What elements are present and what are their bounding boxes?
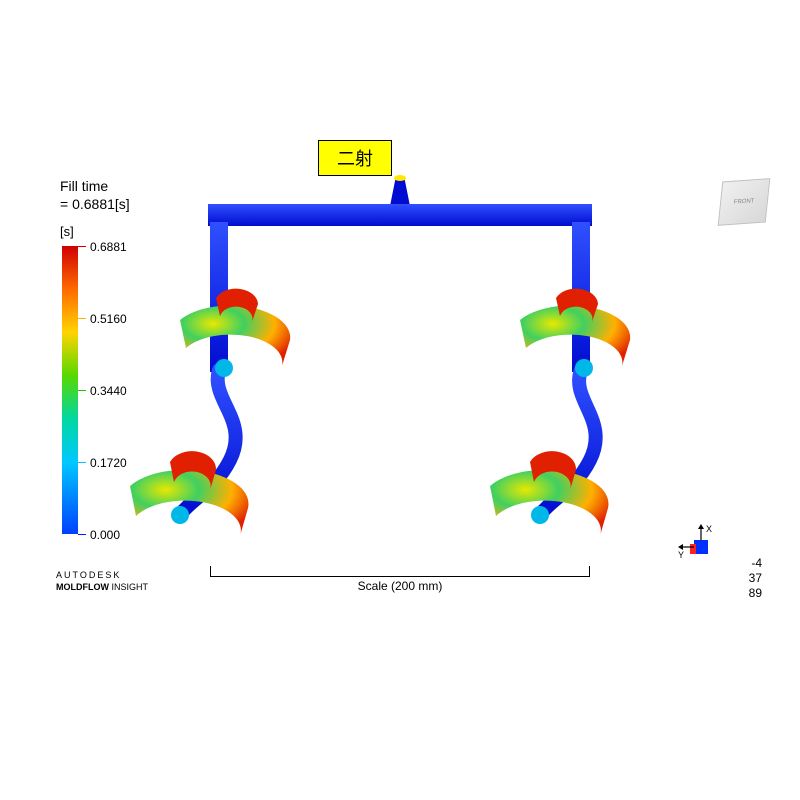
- brand-line1: AUTODESK: [56, 570, 148, 582]
- orient-val-2: 37: [749, 571, 762, 586]
- brand-line2-rest: INSIGHT: [109, 582, 148, 592]
- legend-tick-min: 0.000: [90, 528, 120, 542]
- axis-origin-cube: [694, 540, 708, 554]
- gate: [531, 506, 549, 524]
- legend-tick-mark: [78, 534, 86, 535]
- axis-x-arrowhead: [698, 524, 704, 529]
- legend-tick-mark: [78, 318, 86, 319]
- axis-triad[interactable]: X Y: [678, 524, 722, 568]
- view-orientation-readout: -4 37 89: [749, 556, 762, 601]
- axis-origin-cube-side: [690, 544, 696, 554]
- scale-bar-bracket: [210, 566, 590, 577]
- axis-y-label: Y: [678, 550, 684, 560]
- color-legend-bar[interactable]: [62, 246, 78, 534]
- legend-unit: [s]: [60, 224, 74, 239]
- gate: [215, 359, 233, 377]
- brand-line2-bold: MOLDFLOW: [56, 582, 109, 592]
- orient-val-3: 89: [749, 586, 762, 601]
- runner-main: [216, 204, 584, 226]
- legend-tick-mark: [78, 462, 86, 463]
- legend-tick-mark: [78, 246, 86, 247]
- software-brand: AUTODESK MOLDFLOW INSIGHT: [56, 570, 148, 593]
- axis-x-label: X: [706, 524, 712, 534]
- scale-bar: Scale (200 mm): [210, 566, 590, 593]
- scale-bar-label: Scale (200 mm): [210, 579, 590, 593]
- gate: [171, 506, 189, 524]
- legend-tick-mark: [78, 390, 86, 391]
- sprue-tip: [394, 175, 406, 181]
- view-cube-face: FRONT: [733, 198, 754, 205]
- part-top-left: [180, 289, 290, 366]
- model-render[interactable]: [120, 170, 680, 560]
- simulation-viewport: Fill time = 0.6881[s] [s] 0.6881 0.5160 …: [0, 0, 800, 800]
- result-name: Fill time: [60, 178, 108, 194]
- view-cube[interactable]: FRONT: [718, 178, 771, 226]
- orient-val-1: -4: [749, 556, 762, 571]
- gate: [575, 359, 593, 377]
